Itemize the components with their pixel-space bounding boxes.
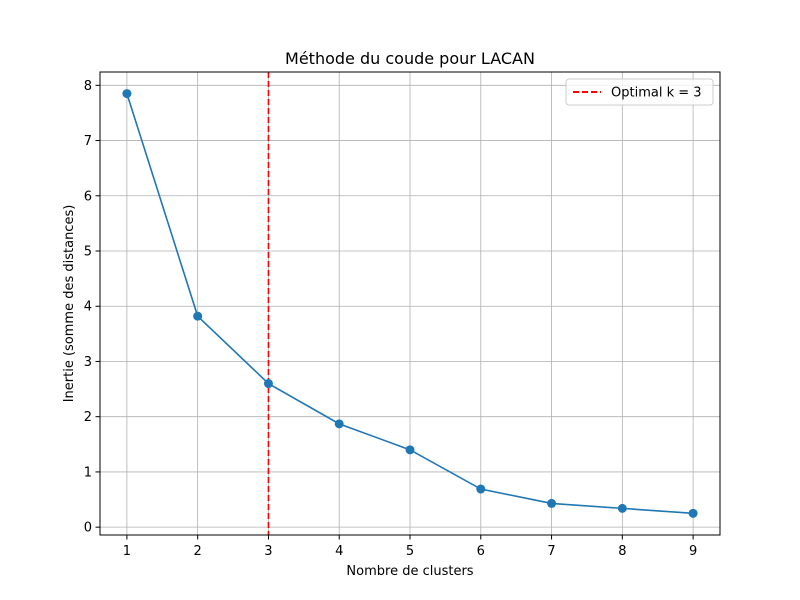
x-tick-label: 2	[194, 544, 202, 559]
x-tick-label: 7	[547, 544, 555, 559]
x-tick-label: 6	[477, 544, 485, 559]
y-tick-label: 5	[84, 245, 92, 260]
y-tick-label: 4	[84, 300, 92, 315]
y-tick-label: 3	[84, 355, 92, 370]
tick-layer: 1 2 3 4 5 6 7 8 9 0 1 2 3 4 5 6 7 8	[84, 79, 698, 559]
chart-title: Méthode du coude pour LACAN	[285, 49, 535, 68]
data-point	[476, 484, 486, 494]
y-tick-label: 8	[84, 79, 92, 94]
x-tick-label: 9	[689, 544, 697, 559]
grid-lines	[100, 72, 720, 535]
data-point	[617, 503, 627, 513]
data-point	[263, 379, 273, 389]
data-point	[193, 311, 203, 321]
x-tick-label: 8	[618, 544, 626, 559]
legend-box	[565, 78, 714, 106]
data-point	[334, 419, 344, 429]
x-tick-label: 4	[335, 544, 343, 559]
legend-entry-label: Optimal k = 3	[611, 86, 702, 101]
series-layer	[122, 89, 698, 518]
data-point	[405, 445, 415, 455]
y-tick-label: 7	[84, 134, 92, 149]
x-tick-label: 5	[406, 544, 414, 559]
y-tick-label: 0	[84, 521, 92, 536]
y-tick-label: 1	[84, 465, 92, 480]
y-tick-label: 6	[84, 189, 92, 204]
legend: Optimal k = 3	[565, 78, 714, 106]
x-tick-label: 1	[123, 544, 131, 559]
x-axis-label: Nombre de clusters	[346, 564, 473, 579]
data-point	[688, 508, 698, 518]
data-point	[122, 89, 132, 99]
x-tick-label: 3	[264, 544, 272, 559]
data-point	[547, 498, 557, 508]
y-tick-label: 2	[84, 410, 92, 425]
y-axis-label: Inertie (somme des distances)	[62, 205, 77, 403]
